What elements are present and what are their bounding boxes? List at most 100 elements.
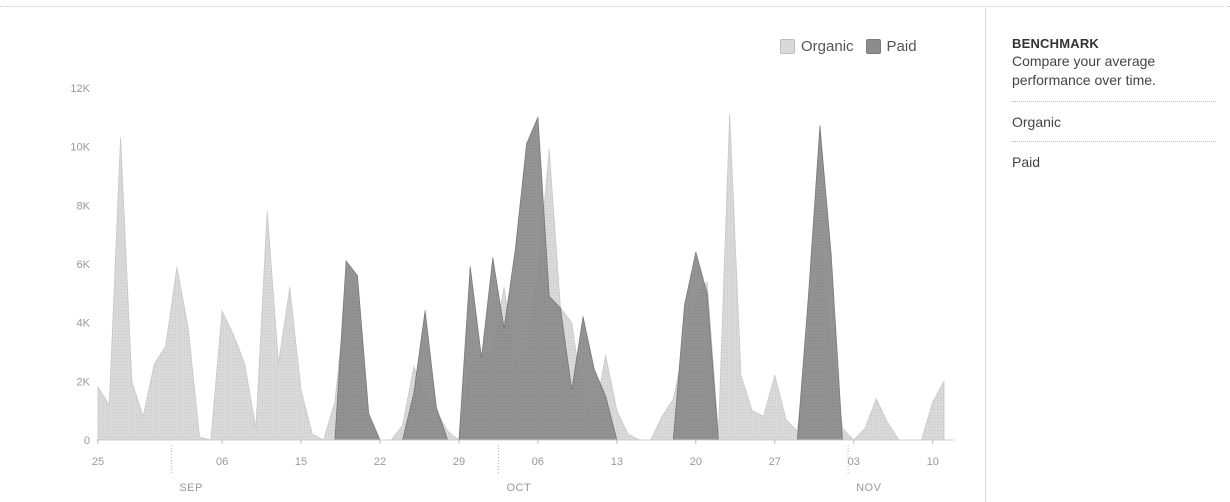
series-texture-organic bbox=[98, 114, 944, 441]
x-tick-label: 10 bbox=[927, 456, 939, 468]
legend-label-paid: Paid bbox=[886, 37, 917, 55]
data-point-organic bbox=[616, 410, 618, 412]
data-point-organic bbox=[503, 286, 505, 289]
y-tick-label: 0 bbox=[84, 435, 90, 447]
area-chart: 0 2K 4K 6K 8K 10K 12K 25 06 15 22 29 06 13 20 27 03 10 SE… bbox=[70, 83, 954, 494]
data-point-organic bbox=[785, 418, 787, 421]
data-point-organic bbox=[875, 398, 877, 400]
x-tick-label: 15 bbox=[295, 456, 307, 468]
data-point-paid bbox=[548, 295, 550, 297]
data-point-organic bbox=[300, 389, 302, 391]
data-point-paid bbox=[808, 292, 810, 294]
y-tick-label: 2K bbox=[77, 376, 91, 388]
y-tick-label: 8K bbox=[77, 200, 91, 212]
data-point-organic bbox=[221, 310, 223, 312]
data-point-paid bbox=[503, 327, 505, 330]
benchmark-options: Organic Paid bbox=[1012, 101, 1216, 181]
data-point-organic bbox=[153, 363, 155, 365]
data-point-organic bbox=[108, 404, 110, 406]
data-point-organic bbox=[165, 345, 167, 347]
data-point-organic bbox=[740, 374, 742, 377]
x-tick-label: 25 bbox=[92, 456, 104, 468]
data-point-organic bbox=[334, 401, 336, 403]
data-point-organic bbox=[932, 401, 934, 403]
benchmark-option-organic[interactable]: Organic bbox=[1012, 101, 1216, 141]
y-tick-label: 12K bbox=[70, 83, 90, 95]
data-point-organic bbox=[119, 137, 122, 139]
data-point-paid bbox=[356, 275, 359, 277]
data-point-paid bbox=[605, 395, 607, 397]
x-tick-label: 13 bbox=[611, 456, 623, 468]
data-point-paid bbox=[492, 257, 494, 259]
data-point-paid bbox=[830, 254, 832, 256]
data-point-organic bbox=[548, 149, 550, 151]
x-tick-label: 06 bbox=[216, 456, 228, 468]
data-point-paid bbox=[514, 248, 516, 250]
benchmark-panel: BENCHMARK Compare your average performan… bbox=[1012, 36, 1216, 181]
x-tick-label: 29 bbox=[453, 456, 465, 468]
benchmark-title: BENCHMARK bbox=[1012, 36, 1100, 51]
chart-legend: Organic Paid bbox=[780, 35, 917, 57]
data-point-organic bbox=[605, 354, 607, 356]
data-point-organic bbox=[762, 415, 765, 418]
y-tick-label: 6K bbox=[77, 259, 91, 271]
data-point-paid bbox=[435, 407, 437, 409]
data-point-organic bbox=[232, 333, 234, 335]
y-axis: 0 2K 4K 6K 8K 10K 12K bbox=[70, 83, 90, 447]
y-tick-label: 10K bbox=[70, 142, 90, 154]
benchmark-option-paid[interactable]: Paid bbox=[1012, 141, 1216, 181]
data-point-paid bbox=[526, 143, 528, 145]
data-point-organic bbox=[627, 433, 629, 435]
series-texture-paid bbox=[98, 117, 944, 440]
data-point-organic bbox=[187, 327, 189, 330]
data-point-paid bbox=[345, 260, 347, 262]
data-point-paid bbox=[559, 307, 562, 309]
legend-swatch-organic bbox=[780, 38, 795, 54]
data-point-paid bbox=[469, 266, 471, 268]
month-label: OCT bbox=[506, 482, 531, 494]
panel-divider bbox=[985, 8, 986, 502]
top-strip bbox=[0, 0, 1230, 7]
data-point-paid bbox=[582, 316, 584, 318]
data-point-paid bbox=[480, 357, 483, 359]
data-point-organic bbox=[97, 386, 99, 388]
data-point-organic bbox=[661, 415, 663, 418]
data-point-organic bbox=[176, 266, 178, 268]
x-axis: 25 06 15 22 29 06 13 20 27 03 10 SEP OCT NOV bbox=[92, 439, 954, 494]
data-point-organic bbox=[255, 427, 257, 429]
data-point-organic bbox=[244, 363, 246, 365]
month-label: SEP bbox=[179, 482, 203, 494]
data-point-paid bbox=[683, 304, 686, 306]
data-point-paid bbox=[819, 125, 821, 127]
data-point-organic bbox=[413, 366, 415, 368]
data-point-paid bbox=[368, 413, 370, 415]
data-point-organic bbox=[131, 380, 133, 382]
y-tick-label: 4K bbox=[77, 318, 91, 330]
data-point-organic bbox=[729, 113, 731, 115]
month-label: NOV bbox=[856, 482, 882, 494]
data-point-organic bbox=[401, 424, 404, 426]
x-tick-label: 22 bbox=[374, 456, 386, 468]
data-point-paid bbox=[571, 389, 573, 391]
data-point-organic bbox=[571, 322, 573, 324]
data-point-organic bbox=[943, 380, 945, 382]
data-point-organic bbox=[887, 421, 889, 423]
data-point-paid bbox=[706, 292, 708, 294]
benchmark-description: Compare your average performance over ti… bbox=[1012, 53, 1156, 88]
data-point-paid bbox=[424, 310, 426, 312]
x-tick-label: 20 bbox=[690, 456, 702, 468]
legend-label-organic: Organic bbox=[801, 37, 854, 55]
legend-item-paid[interactable]: Paid bbox=[865, 37, 917, 55]
data-point-organic bbox=[864, 427, 866, 429]
data-point-paid bbox=[695, 251, 697, 253]
x-tick-label: 27 bbox=[769, 456, 781, 468]
x-tick-label: 03 bbox=[848, 456, 860, 468]
data-point-organic bbox=[277, 363, 280, 365]
data-point-paid bbox=[593, 369, 595, 371]
data-point-organic bbox=[198, 436, 201, 438]
legend-item-organic[interactable]: Organic bbox=[780, 38, 854, 55]
data-point-organic bbox=[142, 415, 144, 418]
data-point-paid bbox=[413, 392, 415, 394]
data-point-organic bbox=[289, 286, 291, 289]
